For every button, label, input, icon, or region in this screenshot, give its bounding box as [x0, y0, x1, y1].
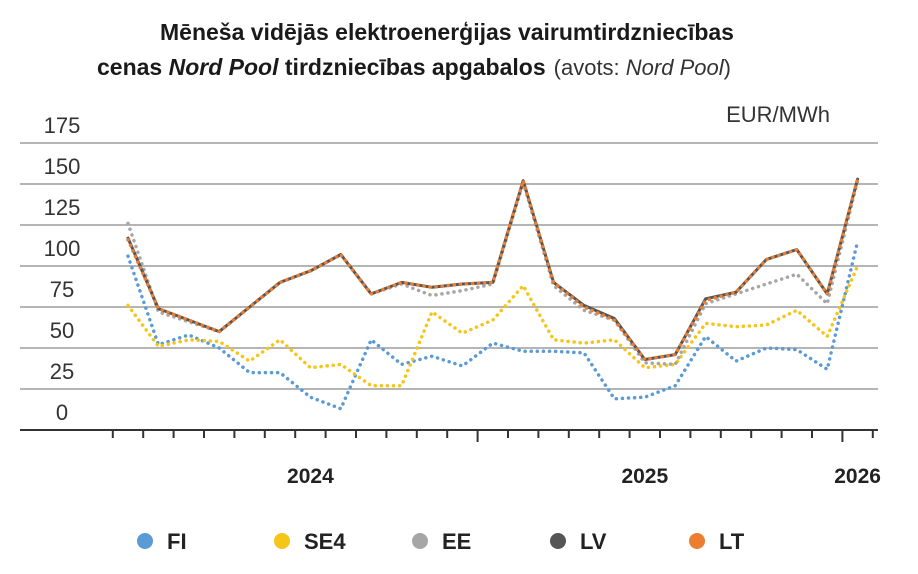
y-tick-label: 100	[44, 236, 81, 261]
subtitle-part: Nord Pool	[626, 55, 725, 80]
chart-title-line2: cenas Nord Pool tirdzniecības apgabalos (…	[97, 54, 731, 80]
title-part: tirdzniecības apgabalos	[279, 54, 546, 80]
legend-marker	[137, 533, 153, 549]
legend-marker	[412, 533, 428, 549]
title-part: Nord Pool	[169, 54, 279, 80]
legend-label: LV	[580, 529, 607, 554]
chart-title: Mēneša vidējās elektroenerģijas vairumti…	[160, 19, 734, 45]
x-tick-label: 2025	[621, 465, 668, 488]
legend-marker	[274, 533, 290, 549]
line-se4	[126, 264, 860, 388]
legend-label: LT	[719, 529, 745, 554]
line-ee	[126, 178, 860, 367]
title-part: cenas	[97, 54, 169, 80]
subtitle-part: (avots:	[554, 55, 626, 80]
subtitle-part: )	[724, 55, 731, 80]
legend-marker	[689, 533, 705, 549]
line-lt	[126, 177, 860, 362]
y-tick-label: 150	[44, 154, 81, 179]
legend-label: EE	[442, 529, 471, 554]
legend-label: FI	[167, 529, 187, 554]
y-tick-label: 75	[50, 277, 74, 302]
legend-marker	[550, 533, 566, 549]
legend-label: SE4	[304, 529, 346, 554]
y-tick-label: 50	[50, 318, 74, 343]
y-tick-label: 25	[50, 359, 74, 384]
y-unit: EUR/MWh	[726, 102, 830, 127]
line-lv	[126, 177, 860, 361]
x-tick-label: 2024	[287, 465, 334, 488]
y-tick-label: 125	[44, 195, 81, 220]
x-tick-label: 2026	[834, 465, 881, 488]
y-tick-label: 175	[44, 113, 81, 138]
y-tick-label: 0	[56, 400, 68, 425]
line-fi	[126, 239, 860, 411]
